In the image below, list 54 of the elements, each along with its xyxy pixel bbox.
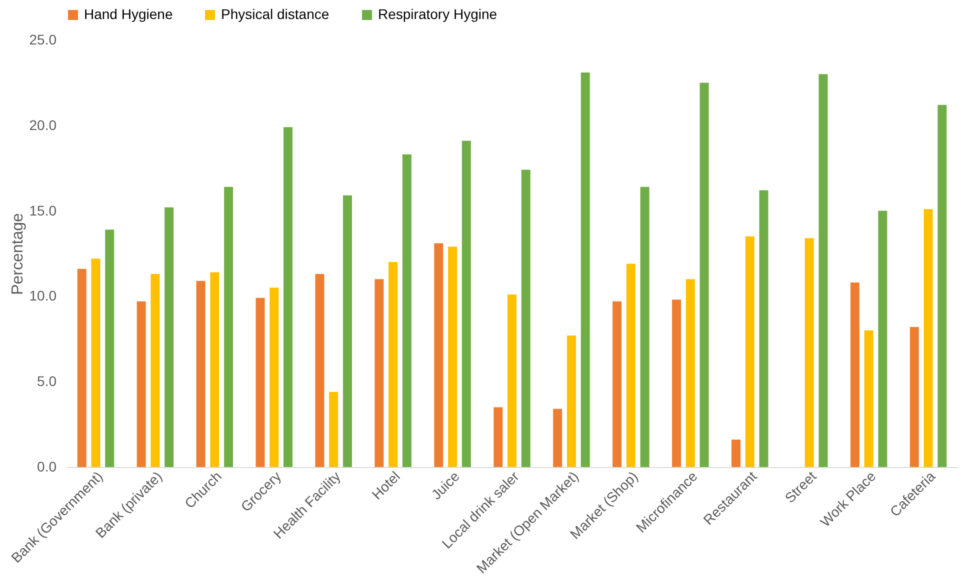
bar <box>388 262 398 467</box>
bar <box>612 301 622 467</box>
bar <box>315 274 324 467</box>
bar <box>224 186 234 467</box>
bar <box>196 280 206 467</box>
bar <box>759 190 768 467</box>
bar <box>938 104 947 467</box>
bar <box>731 440 740 467</box>
legend-label: Respiratory Hygine <box>378 6 498 22</box>
bar <box>686 279 695 467</box>
bar <box>864 330 874 467</box>
bar <box>374 279 384 467</box>
bar <box>150 274 160 467</box>
bar <box>924 209 933 467</box>
y-tick-label: 5.0 <box>37 373 57 390</box>
bar <box>284 127 293 467</box>
bar <box>626 264 636 467</box>
bar <box>700 82 709 467</box>
y-tick-label: 20.0 <box>29 116 57 133</box>
bar <box>508 294 516 467</box>
bar <box>818 74 828 467</box>
bar <box>434 243 444 467</box>
bar <box>553 408 562 467</box>
bar <box>256 298 265 467</box>
legend-label: Physical distance <box>221 6 330 22</box>
bar <box>462 140 471 467</box>
bar <box>494 407 503 467</box>
bar <box>878 210 888 467</box>
bar <box>105 230 114 467</box>
bar <box>77 268 86 467</box>
bar <box>672 300 682 467</box>
bar <box>745 236 754 467</box>
bar <box>164 207 174 467</box>
y-tick-label: 0.0 <box>37 458 57 474</box>
bar <box>329 392 338 467</box>
bar <box>910 326 919 467</box>
bar <box>850 282 860 467</box>
bar <box>804 238 814 467</box>
bar <box>136 301 146 467</box>
bar <box>270 288 279 467</box>
bar <box>342 195 352 467</box>
y-tick-label: 10.0 <box>29 288 57 304</box>
bar <box>91 258 100 467</box>
bar <box>580 72 590 467</box>
bar <box>521 170 530 467</box>
bar <box>402 154 412 467</box>
bar <box>640 186 650 467</box>
y-tick-label: 25.0 <box>29 32 57 48</box>
bar <box>566 335 576 467</box>
y-tick-label: 15.0 <box>29 202 57 218</box>
y-axis-title: Percentage <box>9 212 26 295</box>
bar <box>448 246 458 467</box>
legend-label: Hand Hygiene <box>84 6 173 22</box>
bar <box>210 272 220 467</box>
